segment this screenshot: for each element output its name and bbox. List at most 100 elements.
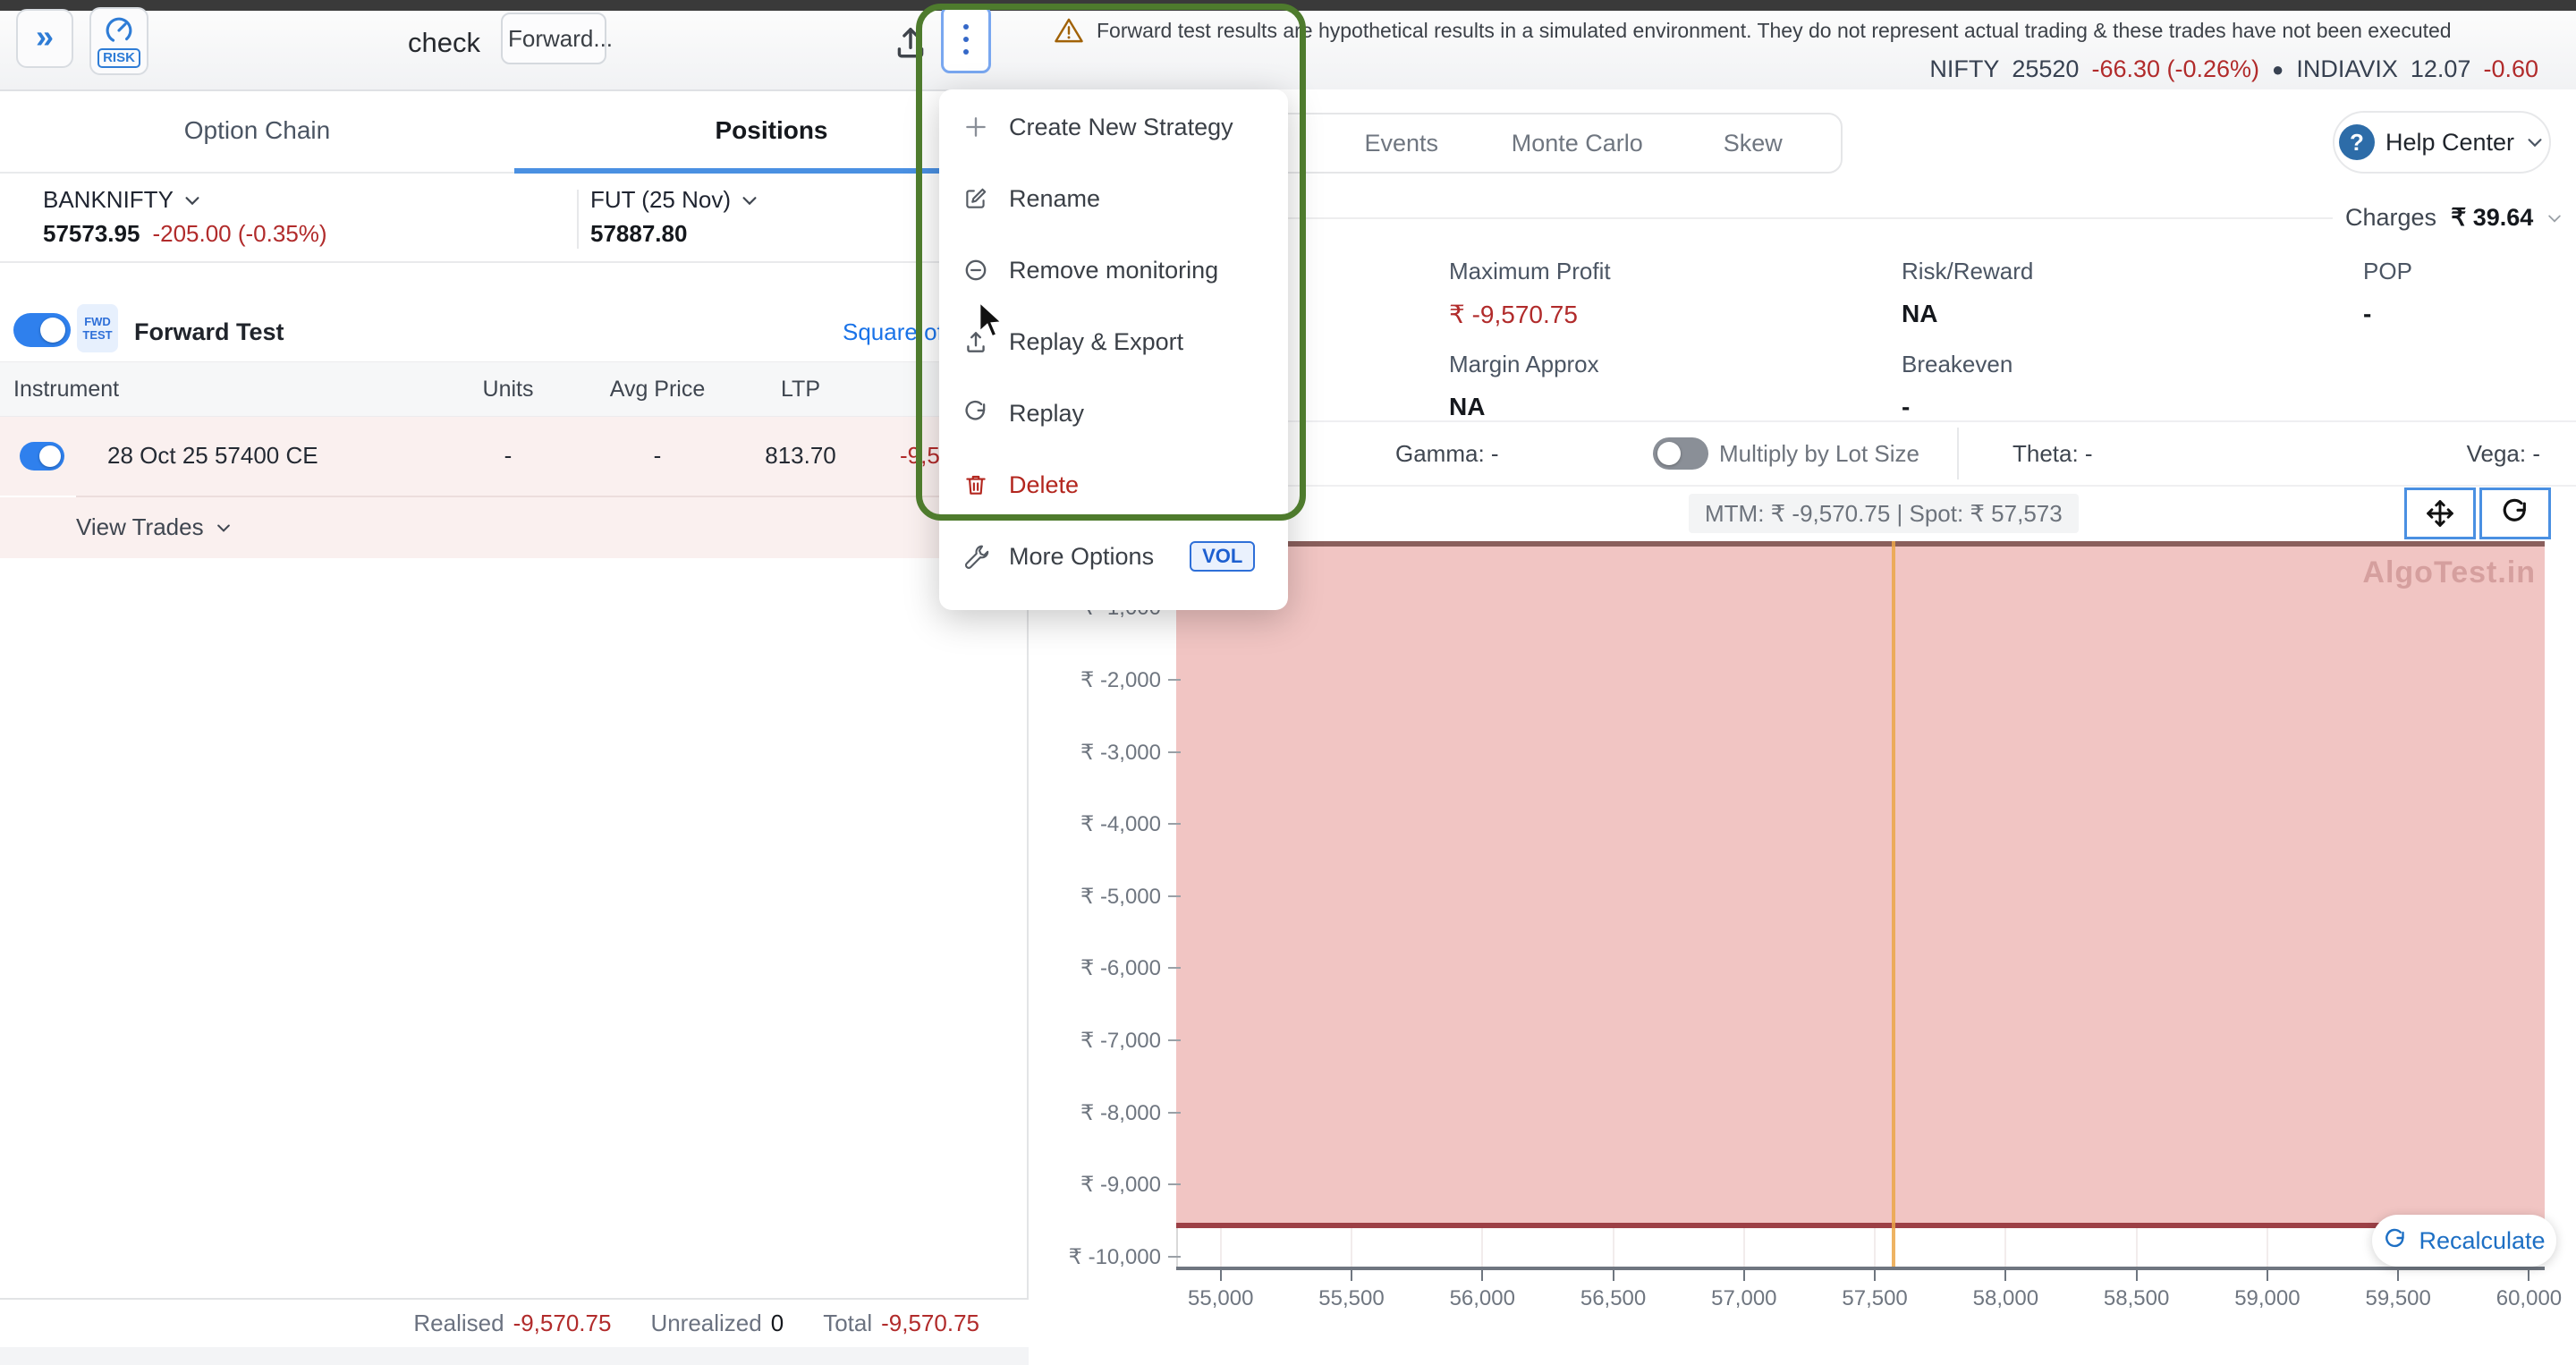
x-tick [1612,1270,1614,1281]
y-tick [1168,894,1181,897]
vol-badge: VOL [1190,541,1256,572]
forward-dropdown-button[interactable]: Forward... [501,13,613,64]
stat-breakeven: Breakeven - [1902,351,2013,420]
x-axis-label: 60,000 [2496,1286,2563,1310]
risk-gauge-icon [103,14,135,47]
menu-item-rename[interactable]: Rename [939,163,1288,234]
x-tick [2135,1270,2138,1281]
y-tick [1168,967,1181,970]
double-chevron-right-icon: » [35,18,55,55]
y-tick [1168,1039,1181,1042]
future-price: 57887.80 [590,220,688,247]
tab-option-chain[interactable]: Option Chain [183,116,331,144]
table-row[interactable]: 28 Oct 25 57400 CE - - 813.70 -9,570.75 [0,417,1029,496]
gamma-value: Gamma: - [1395,440,1499,467]
ticker-nifty-name: NIFTY [1929,55,2000,82]
pencil-icon [962,185,989,212]
forward-test-label: Forward Test [134,318,284,345]
underlying-header [0,175,1029,263]
tab-skew[interactable]: Skew [1723,129,1783,157]
x-axis-label: 59,500 [2365,1286,2431,1310]
underlying-selector[interactable]: BANKNIFTY [43,186,202,214]
chevron-down-icon [215,519,233,537]
col-avg-price: Avg Price [609,377,706,402]
menu-item-more-options[interactable]: More Options VOL [939,521,1288,592]
multiply-by-lot-size-label: Multiply by Lot Size [1719,440,1919,467]
move-icon [2425,498,2455,529]
chevron-down-icon [182,191,202,210]
y-tick [1168,678,1181,681]
col-units: Units [482,377,534,402]
chart-pan-button[interactable] [2404,488,2476,539]
x-axis-label: 57,000 [1711,1286,1777,1310]
payoff-chart-plot[interactable]: AlgoTest.in [1176,541,2545,1268]
spot-price-line [1892,541,1896,1268]
refresh-icon [2383,1228,2408,1253]
row-units: - [504,442,513,469]
ticker-indiavix-value: 12.07 [2410,55,2471,82]
col-ltp: LTP [781,377,820,402]
row-instrument: 28 Oct 25 57400 CE [107,442,318,469]
divider [76,496,1029,497]
refresh-icon [2500,498,2530,529]
tab-events[interactable]: Events [1364,129,1439,157]
underlying-price: 57573.95 -205.00 (-0.35%) [43,220,327,247]
square-off-link[interactable]: Square off [843,318,950,345]
chevron-down-icon [740,191,759,210]
y-axis-label: ₹ -4,000 [1080,812,1161,837]
y-axis-label: ₹ -2,000 [1080,667,1161,692]
menu-item-replay[interactable]: Replay [939,377,1288,449]
y-axis-label: ₹ -7,000 [1080,1029,1161,1054]
ticker-nifty-change: -66.30 (-0.26%) [2091,55,2260,82]
expand-sidebar-button[interactable]: » [16,9,73,68]
forward-test-badge-icon: FWD TEST [77,304,118,352]
x-tick [2266,1270,2268,1281]
chart-reset-button[interactable] [2479,488,2551,539]
more-menu-button[interactable] [941,5,991,73]
row-avg-price: - [653,442,662,469]
x-tick [2004,1270,2007,1281]
stat-margin-approx: Margin Approx NA [1449,351,1599,420]
question-mark-icon: ? [2338,124,2375,160]
help-center-button[interactable]: ? Help Center [2333,111,2551,174]
ticker-nifty-value: 25520 [2012,55,2080,82]
y-tick [1168,750,1181,753]
menu-item-create-new-strategy[interactable]: Create New Strategy [939,91,1288,163]
divider [1957,428,1959,479]
positions-panel [0,89,1029,1347]
kebab-dot [963,24,969,30]
charges-dropdown[interactable]: Charges ₹ 39.64 [2345,204,2563,232]
menu-item-replay-export[interactable]: Replay & Export [939,306,1288,377]
menu-item-delete[interactable]: Delete [939,449,1288,521]
recalculate-button[interactable]: Recalculate [2372,1215,2556,1267]
pnl-summary-bar: Realised -9,570.75 Unrealized 0 Total -9,57… [0,1298,1029,1347]
view-trades-row [0,497,1029,558]
view-trades-button[interactable]: View Trades [76,513,233,541]
theta-value: Theta: - [2012,440,2093,467]
tab-positions[interactable]: Positions [715,116,828,144]
x-tick [2528,1270,2530,1281]
x-axis-label: 55,000 [1188,1286,1254,1310]
position-row-toggle[interactable] [20,442,64,471]
x-axis-line [1176,1267,2545,1270]
stat-maximum-profit: Maximum Profit ₹ -9,570.75 [1449,258,1611,328]
page-title: check [408,27,480,58]
upload-icon[interactable] [887,16,934,68]
menu-item-remove-monitoring[interactable]: Remove monitoring [939,234,1288,306]
topbar [0,11,2576,89]
future-name: FUT (25 Nov) [590,186,731,213]
greeks-bar: Gamma: - Multiply by Lot Size Theta: - V… [1029,420,2576,487]
trash-icon [962,471,989,498]
future-selector[interactable]: FUT (25 Nov) [590,186,759,214]
risk-button[interactable]: RISK [89,7,148,75]
x-tick [1481,1270,1484,1281]
y-axis-label: ₹ -6,000 [1080,956,1161,981]
tab-monte-carlo[interactable]: Monte Carlo [1511,129,1643,157]
underlying-change: -205.00 (-0.35%) [152,220,327,247]
multiply-by-lot-size-toggle[interactable] [1653,437,1708,470]
chevron-down-icon [2546,209,2563,227]
wrench-icon [962,543,989,570]
divider [1039,217,2333,219]
forward-test-toggle[interactable] [13,313,71,347]
x-axis-label: 57,500 [1842,1286,1908,1310]
